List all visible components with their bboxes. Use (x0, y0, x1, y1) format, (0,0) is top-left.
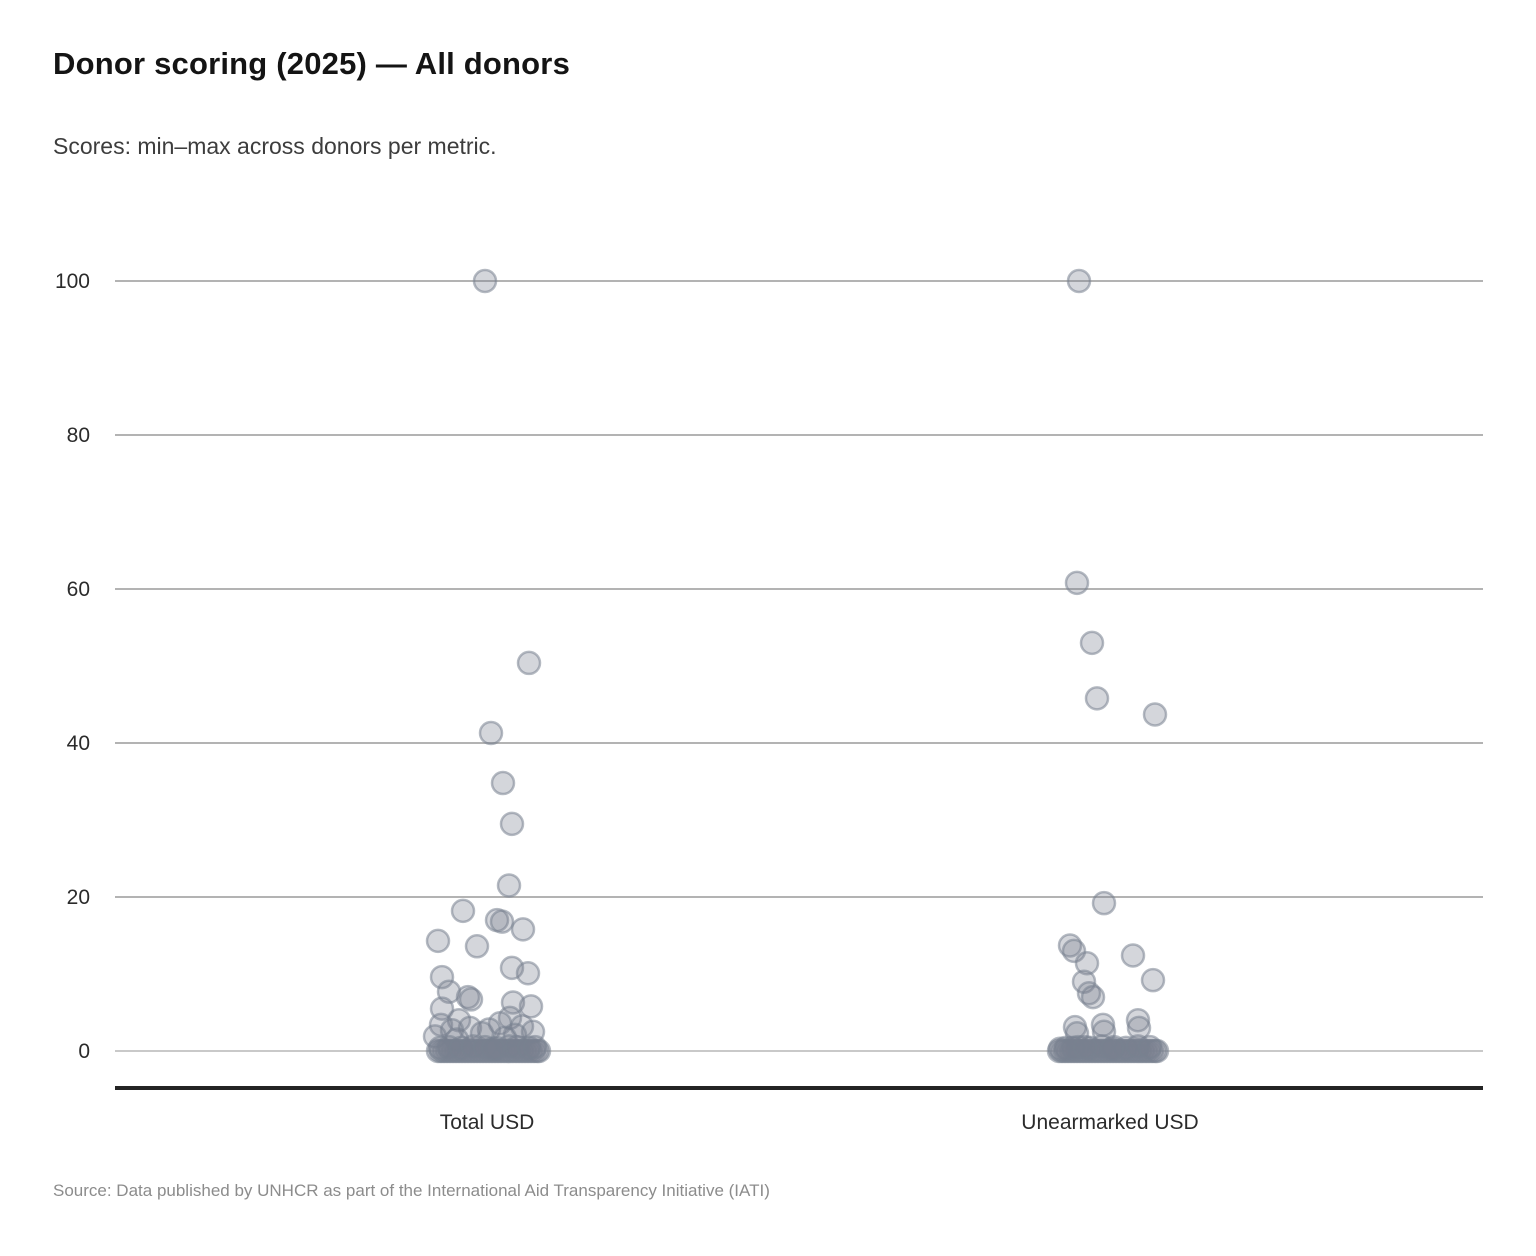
data-point (464, 934, 490, 959)
y-tick-label: 40 (67, 732, 90, 755)
data-point (1091, 890, 1117, 916)
data-point (490, 770, 516, 796)
data-point (1140, 967, 1166, 993)
y-tick-label: 0 (78, 1040, 90, 1063)
data-point (1084, 686, 1110, 711)
data-point (1099, 1036, 1125, 1061)
chart-subtitle: Scores: min–max across donors per metric… (53, 133, 497, 159)
data-point (1080, 984, 1106, 1010)
data-point (522, 1034, 548, 1060)
data-point (450, 898, 476, 924)
y-tick-label: 100 (55, 270, 90, 293)
y-tick-label: 80 (67, 424, 90, 447)
data-point (496, 873, 522, 898)
data-point (1079, 630, 1105, 656)
data-point (1066, 268, 1092, 294)
data-point (472, 268, 498, 294)
data-point (515, 960, 541, 986)
source-note: Source: Data published by UNHCR as part … (53, 1181, 770, 1200)
data-point (458, 987, 484, 1012)
data-point (429, 964, 455, 990)
data-point (1074, 950, 1100, 976)
x-category-label: Total USD (440, 1111, 535, 1134)
y-tick-label: 60 (67, 578, 90, 601)
data-point (1064, 570, 1090, 596)
data-point (499, 811, 525, 837)
data-point (1076, 981, 1102, 1006)
data-point (1072, 1034, 1098, 1060)
data-point (480, 1036, 506, 1061)
data-point (1125, 1007, 1151, 1033)
chart-title: Donor scoring (2025) — All donors (53, 46, 571, 81)
data-point (518, 994, 544, 1019)
data-point (516, 650, 542, 676)
y-tick-label: 20 (67, 886, 90, 909)
data-point (425, 928, 451, 954)
data-point (1137, 1034, 1163, 1060)
data-point (1142, 702, 1168, 727)
data-point (510, 917, 536, 942)
data-point (478, 720, 504, 746)
data-point (1120, 943, 1146, 968)
data-point (489, 909, 515, 934)
x-category-label: Unearmarked USD (1021, 1111, 1198, 1134)
